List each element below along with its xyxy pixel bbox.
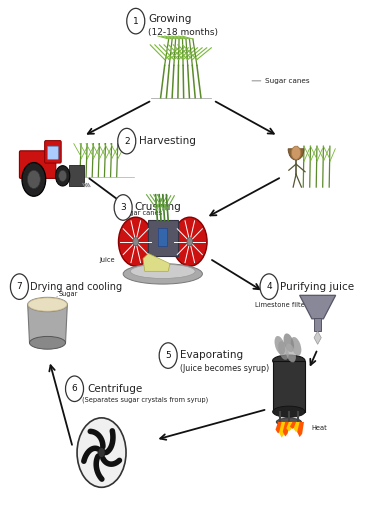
Text: Sugar canes: Sugar canes: [121, 209, 162, 216]
Circle shape: [77, 418, 126, 487]
Text: (12-18 months): (12-18 months): [148, 28, 219, 37]
Bar: [273, 360, 305, 412]
Ellipse shape: [283, 333, 294, 352]
Text: 3: 3: [120, 203, 126, 212]
Text: 6: 6: [72, 385, 78, 393]
Circle shape: [159, 343, 177, 368]
Circle shape: [173, 217, 207, 266]
Text: 7: 7: [17, 282, 22, 291]
FancyBboxPatch shape: [45, 141, 61, 163]
Circle shape: [98, 447, 105, 458]
Ellipse shape: [291, 337, 301, 356]
Text: 2: 2: [124, 137, 129, 145]
Bar: [148, 220, 178, 256]
Circle shape: [260, 274, 278, 300]
Ellipse shape: [275, 336, 285, 355]
Ellipse shape: [28, 298, 67, 311]
Polygon shape: [297, 422, 304, 437]
Text: Limestone filter: Limestone filter: [255, 302, 307, 308]
Circle shape: [66, 376, 83, 401]
Text: Crushing: Crushing: [135, 202, 181, 212]
Circle shape: [27, 170, 40, 188]
Circle shape: [114, 195, 132, 220]
Text: 1: 1: [133, 16, 139, 26]
Ellipse shape: [273, 406, 305, 417]
Circle shape: [291, 146, 301, 160]
Polygon shape: [279, 422, 286, 438]
Polygon shape: [28, 305, 67, 343]
Text: Heat: Heat: [311, 425, 327, 431]
Text: Evaporating: Evaporating: [180, 350, 243, 359]
Ellipse shape: [285, 344, 296, 362]
Text: Centrifuge: Centrifuge: [87, 384, 142, 394]
Text: Sugar: Sugar: [58, 291, 78, 297]
FancyBboxPatch shape: [19, 151, 56, 178]
Circle shape: [127, 8, 145, 34]
Circle shape: [22, 162, 46, 196]
Polygon shape: [290, 422, 297, 429]
Text: (Juice becomes syrup): (Juice becomes syrup): [180, 364, 269, 373]
Text: Juice: Juice: [100, 257, 115, 263]
Bar: [314, 318, 321, 331]
Polygon shape: [283, 422, 289, 437]
Text: Purifying juice: Purifying juice: [280, 282, 354, 292]
Circle shape: [118, 129, 136, 154]
FancyBboxPatch shape: [47, 146, 58, 160]
Circle shape: [59, 170, 67, 181]
Polygon shape: [286, 422, 293, 432]
Wedge shape: [288, 149, 304, 160]
Text: (Separates sugar crystals from syrup): (Separates sugar crystals from syrup): [82, 397, 208, 403]
Ellipse shape: [278, 341, 289, 360]
Polygon shape: [293, 422, 301, 432]
Bar: [158, 228, 167, 246]
Circle shape: [187, 238, 193, 246]
Circle shape: [10, 274, 29, 300]
Bar: [69, 165, 83, 185]
Circle shape: [133, 238, 139, 246]
Polygon shape: [143, 253, 170, 271]
Ellipse shape: [30, 336, 66, 349]
Text: Sugar canes: Sugar canes: [265, 78, 310, 84]
Polygon shape: [314, 331, 321, 345]
Text: Drying and cooling: Drying and cooling: [30, 282, 122, 292]
Ellipse shape: [130, 264, 195, 279]
Text: Harvesting: Harvesting: [139, 136, 196, 146]
Circle shape: [55, 165, 70, 186]
Ellipse shape: [276, 418, 302, 426]
Text: 5: 5: [165, 351, 171, 360]
Polygon shape: [300, 295, 336, 319]
Polygon shape: [276, 422, 282, 434]
Text: 4: 4: [266, 282, 272, 291]
Ellipse shape: [123, 264, 203, 284]
Ellipse shape: [273, 355, 305, 366]
Circle shape: [118, 217, 153, 266]
Text: Growing: Growing: [148, 13, 192, 24]
Ellipse shape: [28, 297, 67, 312]
